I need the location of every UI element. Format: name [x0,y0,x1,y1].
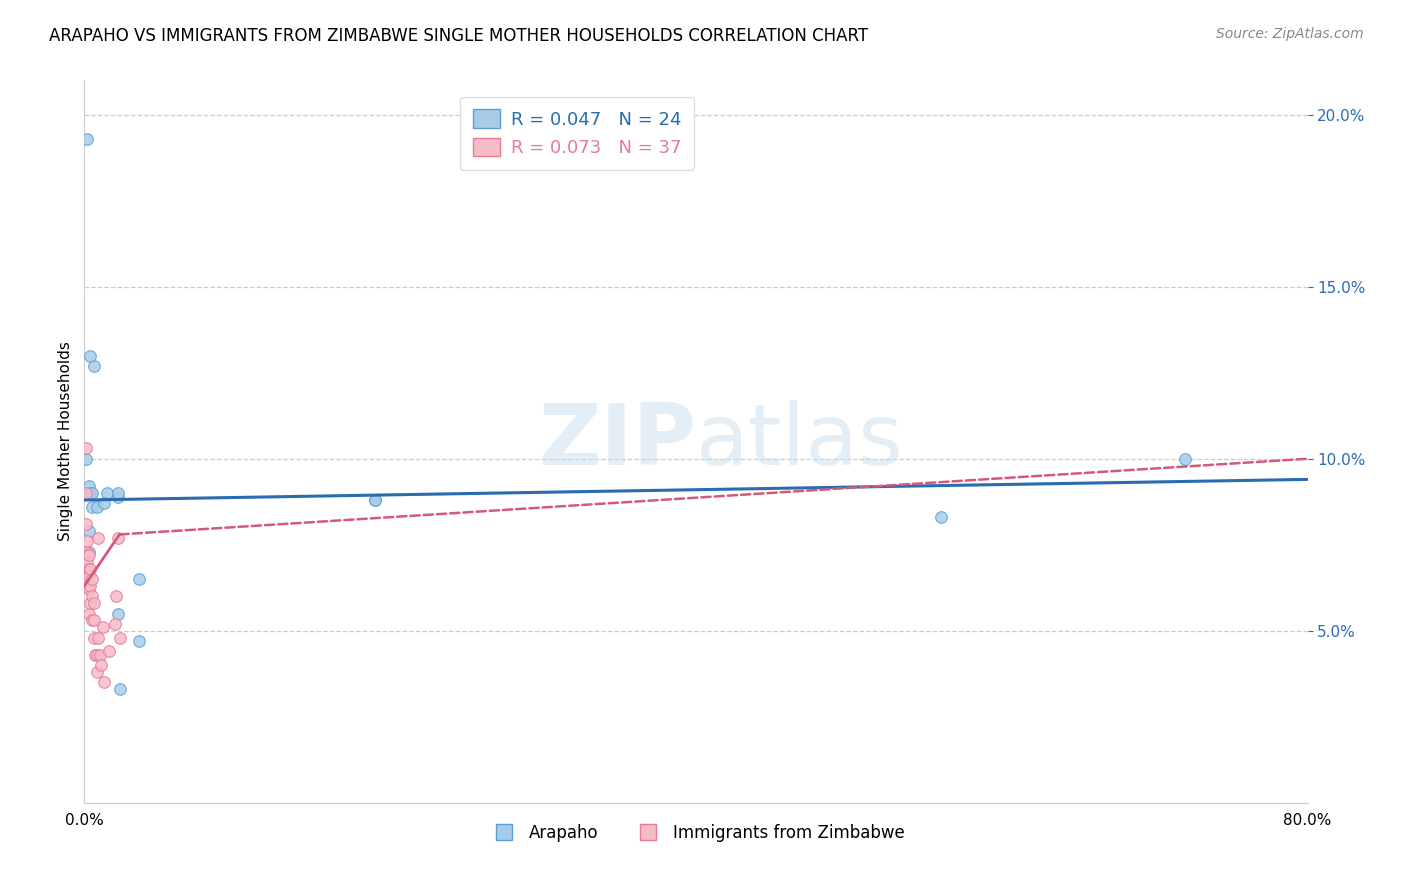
Point [128,634,150,648]
Point [79,486,101,500]
Point [108,631,131,645]
Point [77,582,100,597]
Point [93,675,115,690]
Y-axis label: Single Mother Households: Single Mother Households [58,342,73,541]
Point [107,607,129,621]
Text: Source: ZipAtlas.com: Source: ZipAtlas.com [1216,27,1364,41]
Point [76,566,98,580]
Point [76,548,98,562]
Text: ZIP: ZIP [538,400,696,483]
Point [83,596,105,610]
Legend: Arapaho, Immigrants from Zimbabwe: Arapaho, Immigrants from Zimbabwe [481,817,911,848]
Point [929,510,952,524]
Point [108,682,131,697]
Point [80,614,103,628]
Point [104,616,127,631]
Point [80,500,103,514]
Text: ARAPAHO VS IMMIGRANTS FROM ZIMBABWE SINGLE MOTHER HOUSEHOLDS CORRELATION CHART: ARAPAHO VS IMMIGRANTS FROM ZIMBABWE SING… [49,27,869,45]
Point [75,442,97,456]
Point [86,500,108,514]
Point [75,451,97,466]
Point [89,648,111,662]
Point [75,486,97,500]
Point [128,572,150,586]
Point [364,493,387,508]
Point [77,544,100,558]
Point [79,349,101,363]
Point [77,568,100,582]
Point [364,493,387,508]
Point [80,590,103,604]
Point [77,524,100,538]
Point [87,631,110,645]
Point [97,644,120,658]
Point [76,555,98,569]
Point [86,648,108,662]
Point [77,562,100,576]
Point [76,132,98,146]
Point [80,572,103,586]
Point [84,648,107,662]
Point [83,359,105,373]
Point [83,631,105,645]
Point [107,531,129,545]
Point [1174,451,1197,466]
Point [107,490,129,504]
Text: atlas: atlas [696,400,904,483]
Point [75,517,97,532]
Point [77,479,100,493]
Point [79,562,101,576]
Point [76,534,98,549]
Point [90,658,112,673]
Point [105,590,128,604]
Point [83,614,105,628]
Point [76,562,98,576]
Point [79,579,101,593]
Point [91,620,114,634]
Point [80,486,103,500]
Point [79,596,101,610]
Point [93,496,115,510]
Point [77,548,100,562]
Point [96,486,118,500]
Point [76,579,98,593]
Point [107,486,129,500]
Point [77,607,100,621]
Point [87,531,110,545]
Point [75,544,97,558]
Point [86,665,108,679]
